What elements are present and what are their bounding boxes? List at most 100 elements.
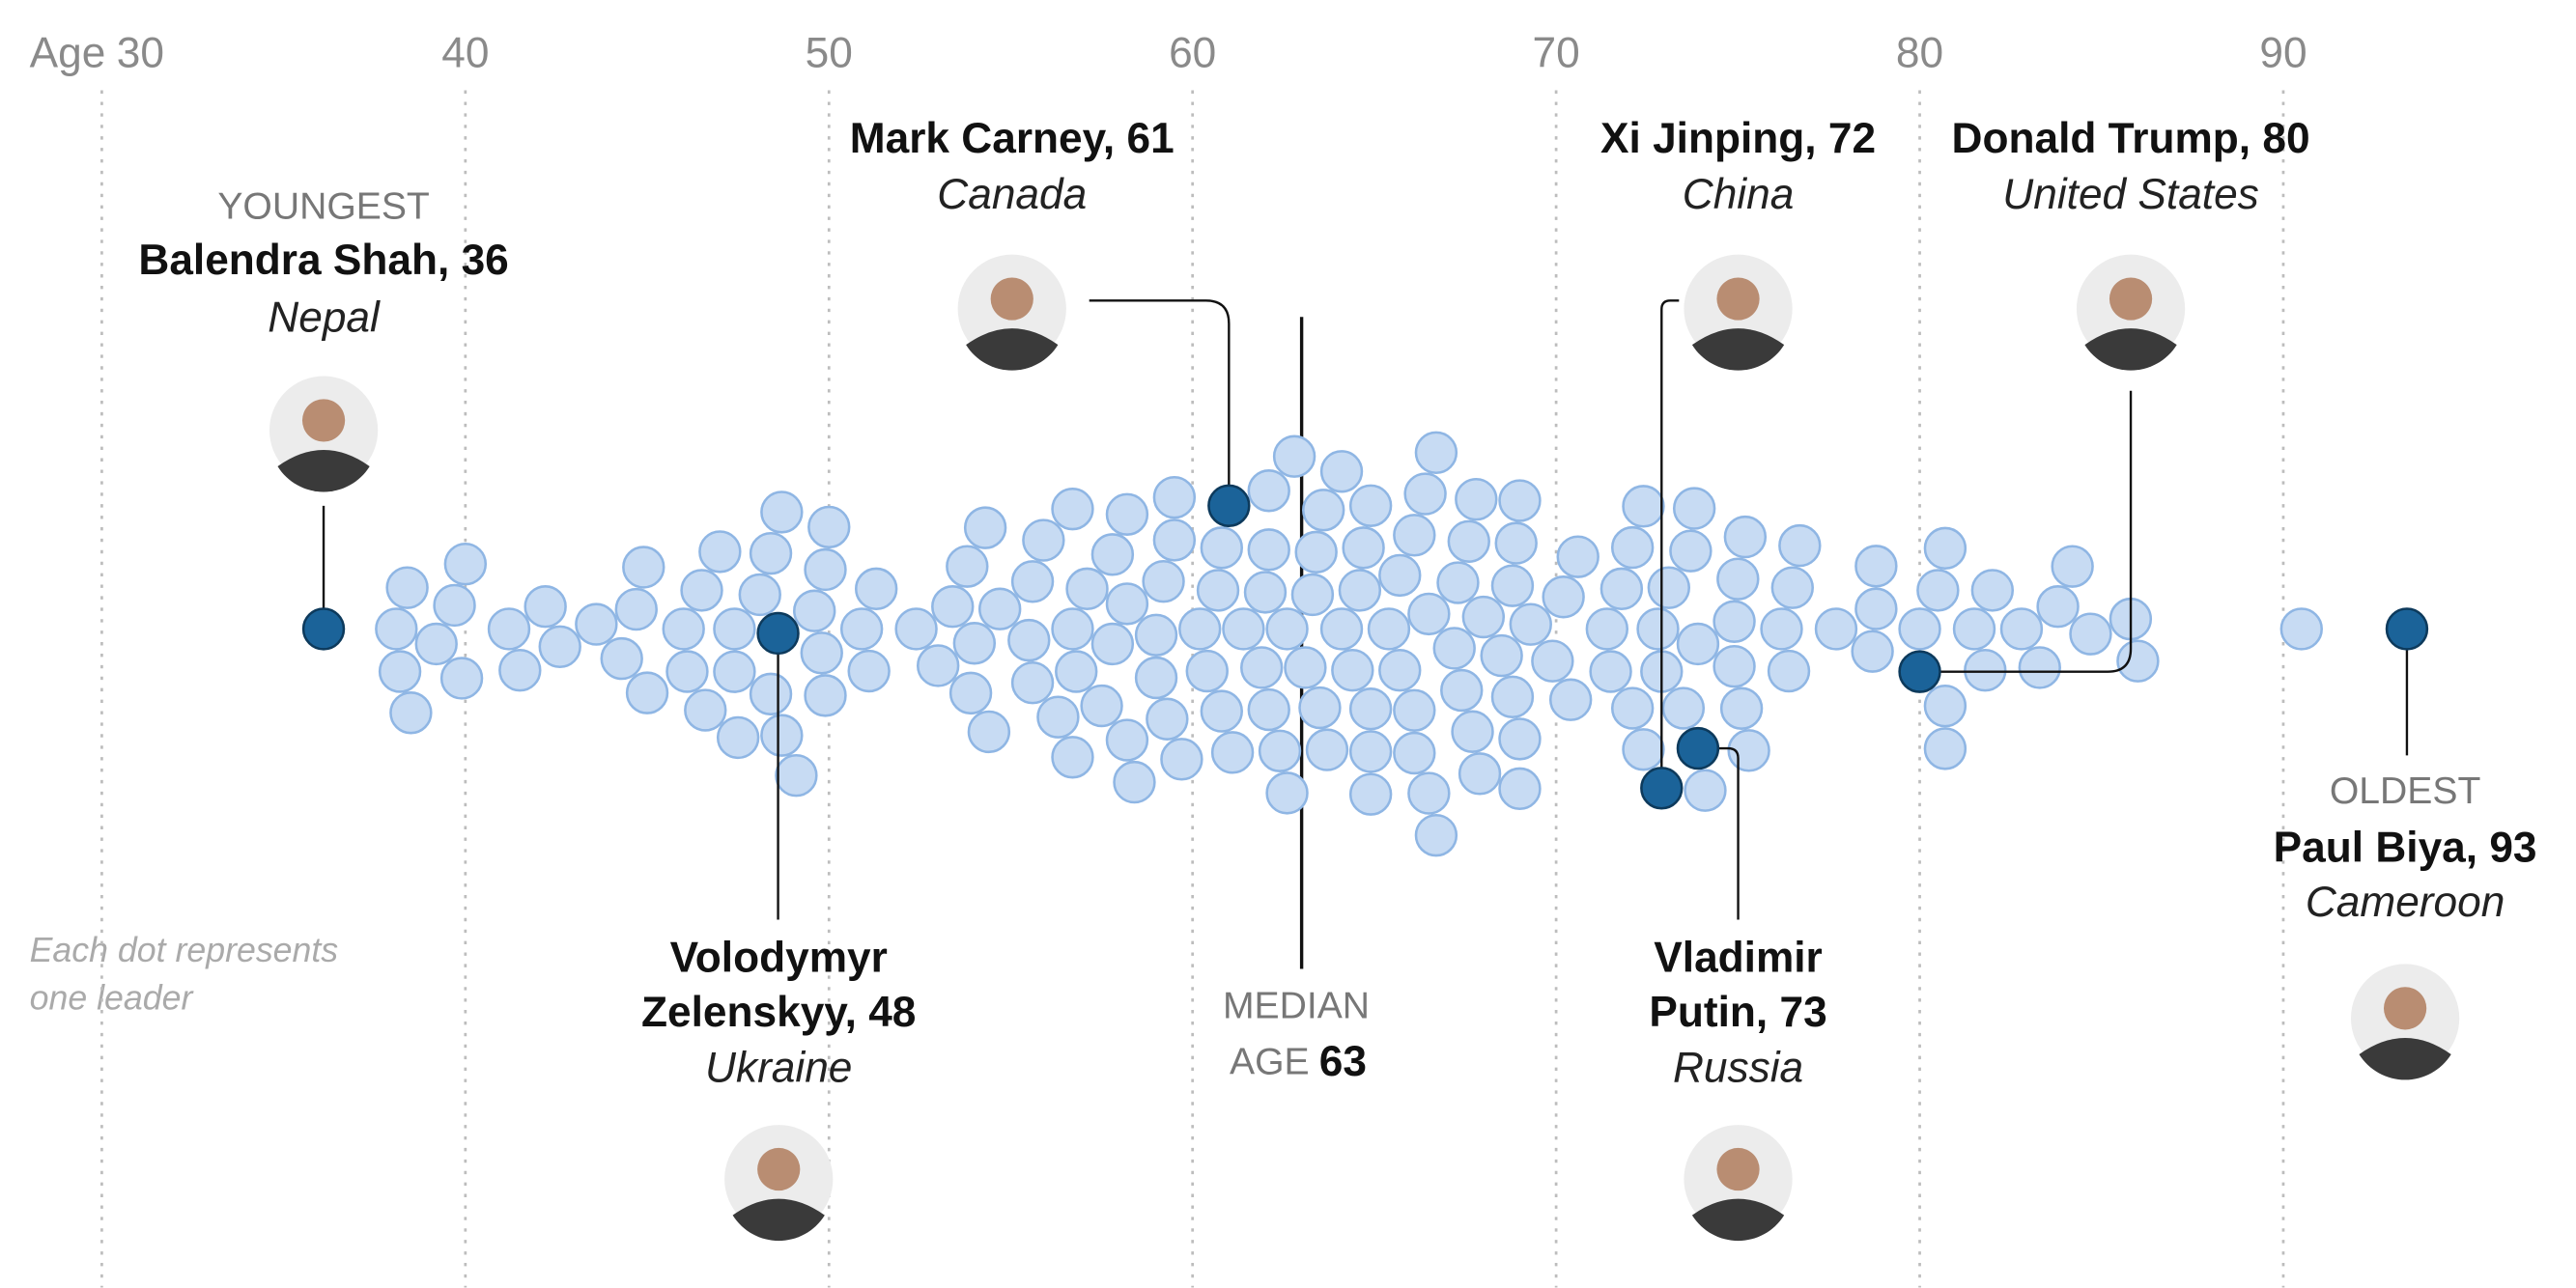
dot [1105, 492, 1149, 536]
dot [1970, 569, 2015, 612]
dot [793, 589, 836, 632]
dot [1556, 535, 1599, 578]
dot [575, 602, 618, 646]
dot [433, 583, 476, 628]
portrait-body [2084, 328, 2177, 371]
dot [1022, 518, 1065, 562]
dot [1647, 566, 1691, 609]
dot [1348, 484, 1393, 527]
dot [1146, 697, 1189, 741]
dot [1414, 813, 1458, 857]
dot [1342, 526, 1385, 570]
dot [1393, 688, 1436, 732]
dot [1414, 431, 1458, 474]
dot [952, 622, 997, 665]
dot [749, 672, 793, 716]
leader-name: Zelenskyy, 48 [641, 989, 916, 1036]
dot [1719, 686, 1764, 730]
leader-country: Ukraine [705, 1045, 852, 1092]
median-label: MEDIAN [1223, 986, 1370, 1027]
dot [1284, 646, 1327, 689]
dot [1854, 587, 1898, 630]
dot [1051, 736, 1094, 779]
dot [1305, 728, 1349, 771]
dot [1200, 526, 1243, 570]
dot [1531, 639, 1574, 683]
highlight-dot [2385, 607, 2429, 651]
dot [2036, 585, 2080, 629]
x-tick-label: 80 [1896, 30, 1943, 77]
dot [600, 636, 643, 681]
dot [1331, 648, 1374, 692]
dot [2069, 612, 2112, 656]
leader-name: Volodymyr [670, 935, 888, 982]
dot [1348, 772, 1393, 816]
dot [1113, 760, 1156, 804]
dot [800, 631, 843, 675]
x-tick-label: 30 [117, 30, 164, 77]
dot [443, 542, 488, 586]
dot [1636, 607, 1680, 651]
leader-line [1660, 299, 1680, 769]
dot [1247, 528, 1290, 572]
dot [1393, 731, 1436, 775]
note: Each dot represents [30, 931, 339, 969]
dot [1185, 649, 1229, 693]
portrait-body [966, 328, 1059, 371]
dot [977, 587, 1022, 630]
dot [1403, 472, 1447, 516]
dot [1723, 515, 1768, 559]
dot [1490, 564, 1535, 607]
dot [1999, 607, 2044, 651]
portrait-body [1691, 328, 1785, 371]
dot [1622, 728, 1665, 771]
highlight-dot [301, 607, 346, 651]
dot [807, 505, 851, 549]
median-label: AGE [1230, 1041, 1310, 1082]
dot [804, 547, 847, 592]
dot [1090, 622, 1135, 666]
dot [1661, 686, 1706, 730]
dot [487, 607, 531, 651]
dot [498, 648, 542, 692]
leader-name: Vladimir [1654, 935, 1822, 982]
dot [1589, 650, 1632, 693]
dot [1458, 752, 1502, 796]
dot [760, 714, 804, 757]
dot [749, 531, 793, 575]
dot [1298, 686, 1342, 730]
dot [1585, 607, 1629, 651]
leader-name: Putin, 73 [1649, 989, 1826, 1036]
dot [1610, 525, 1655, 570]
dot [684, 688, 727, 732]
leader-name: Donald Trump, 80 [1952, 115, 2310, 162]
leader-name: Paul Biya, 93 [2274, 825, 2537, 872]
dot [1923, 526, 1967, 571]
portrait-head [1716, 1147, 1760, 1191]
dot [698, 530, 742, 574]
dot [804, 674, 847, 717]
dot [1952, 607, 1996, 651]
dot [1898, 607, 1941, 651]
dot [1778, 523, 1822, 568]
dot [1610, 686, 1655, 730]
x-tick-label: 70 [1533, 30, 1580, 77]
portrait [1684, 1125, 1793, 1242]
dot [1622, 485, 1665, 528]
leader-name: Mark Carney, 61 [850, 115, 1175, 162]
dot [1393, 514, 1436, 557]
dot [385, 566, 429, 609]
dot [1713, 644, 1756, 688]
dot [1178, 607, 1222, 651]
dot [713, 607, 756, 651]
highlight-dot [756, 611, 800, 656]
highlight-dot [1898, 650, 1941, 693]
dot [716, 715, 760, 760]
dot [378, 650, 422, 693]
dot [946, 545, 989, 588]
dot [439, 657, 484, 700]
dot [1348, 730, 1393, 773]
dot [1142, 559, 1185, 603]
portrait [724, 1125, 834, 1242]
